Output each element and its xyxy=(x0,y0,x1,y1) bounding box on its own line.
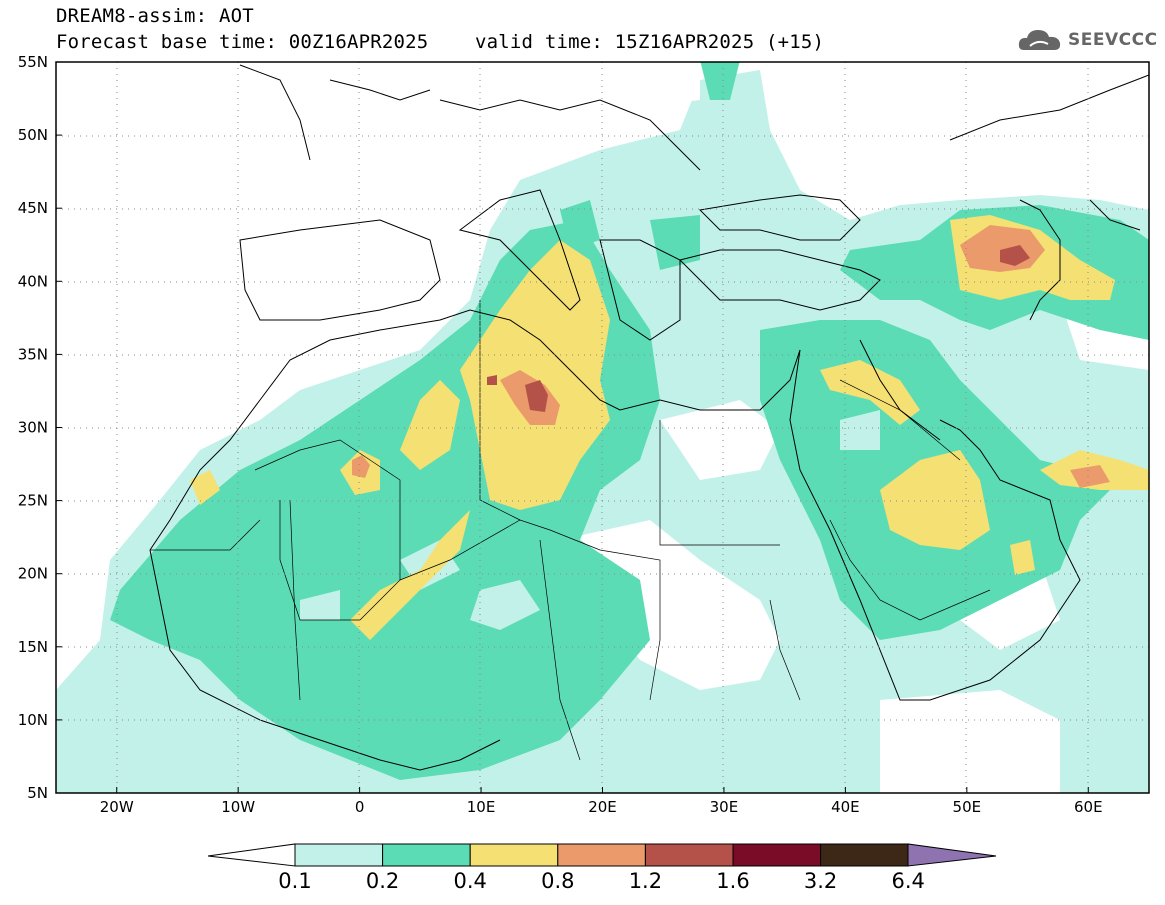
colorbar-label: 1.6 xyxy=(716,869,750,893)
colorbar-label: 0.8 xyxy=(541,869,575,893)
lon-tick-label: 20W xyxy=(100,798,134,816)
lon-tick-label: 50E xyxy=(953,798,982,816)
colorbar-label: 0.1 xyxy=(278,869,312,893)
colorbar-label: 1.2 xyxy=(628,869,663,893)
lon-tick-label: 40E xyxy=(831,798,860,816)
lat-tick-label: 35N xyxy=(18,345,48,363)
lon-tick-label: 0 xyxy=(355,798,365,816)
cloud-icon xyxy=(1018,30,1061,50)
colorbar-box xyxy=(469,843,559,867)
colorbar-label: 0.4 xyxy=(453,869,487,893)
lon-tick-label: 30E xyxy=(710,798,739,816)
colorbar-box xyxy=(382,843,471,867)
lat-tick-label: 20N xyxy=(18,565,48,583)
lat-tick-label: 30N xyxy=(18,419,48,437)
lon-tick-label: 10E xyxy=(467,798,496,816)
lat-tick-label: 40N xyxy=(18,272,48,290)
lon-tick-label: 60E xyxy=(1074,798,1103,816)
colorbar-box xyxy=(294,843,384,867)
lon-tick-label: 10W xyxy=(221,798,255,816)
lat-tick-label: 45N xyxy=(18,199,48,217)
colorbar-box xyxy=(557,843,646,867)
grid-lines xyxy=(56,62,1149,793)
lat-tick-label: 5N xyxy=(27,784,48,802)
colorbar-above-arrow xyxy=(907,843,997,867)
colorbar-box xyxy=(820,843,909,867)
colorbar-label: 0.2 xyxy=(365,869,400,893)
title-variable: DREAM8-assim: AOT xyxy=(56,5,254,27)
colorbar-below-arrow xyxy=(207,843,296,867)
lon-tick-label: 20E xyxy=(588,798,617,816)
lat-tick-label: 10N xyxy=(18,711,48,729)
colorbar-label: 3.2 xyxy=(803,869,838,893)
colorbar-box xyxy=(732,843,822,867)
seevccc-logo: SEEVCCC xyxy=(1016,22,1158,58)
coastlines xyxy=(149,64,1149,771)
colorbar-label: 6.4 xyxy=(891,869,925,893)
aot-level-1.2 xyxy=(487,245,1030,412)
lat-tick-label: 50N xyxy=(18,126,48,144)
lat-tick-label: 55N xyxy=(18,53,48,71)
logo-text: SEEVCCC xyxy=(1068,30,1158,50)
lat-tick-label: 15N xyxy=(18,638,48,656)
title-forecast-time: Forecast base time: 00Z16APR2025 valid t… xyxy=(56,31,825,53)
colorbar-box xyxy=(644,843,734,867)
lat-tick-label: 25N xyxy=(18,492,48,510)
